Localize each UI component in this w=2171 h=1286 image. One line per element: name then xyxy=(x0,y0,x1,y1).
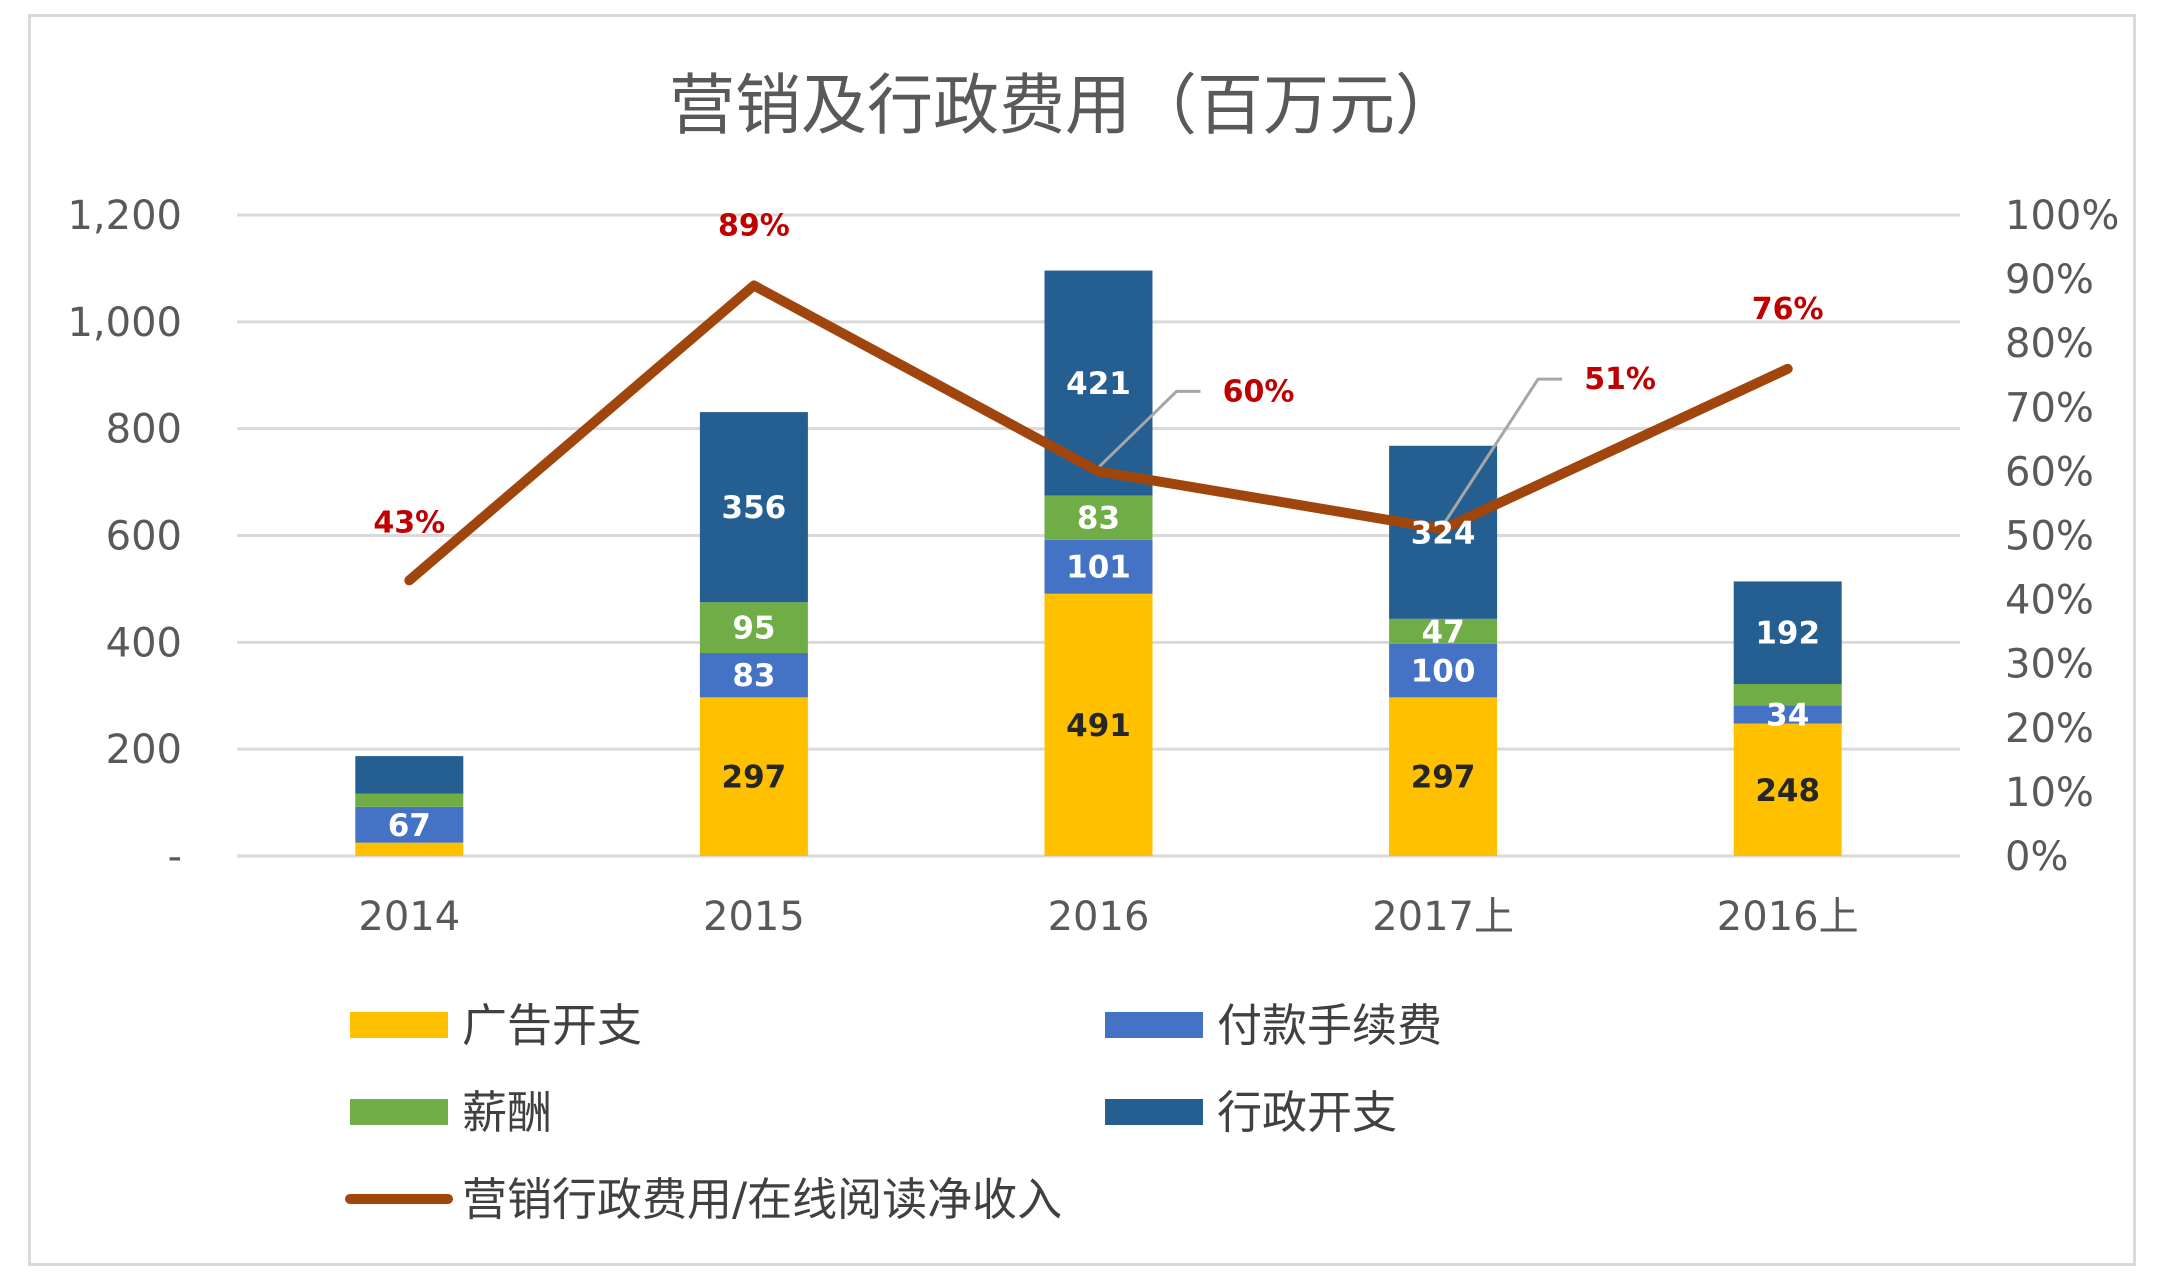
right-tick-label: 100% xyxy=(2005,193,2119,239)
legend-label: 行政开支 xyxy=(1217,1086,1397,1139)
legend-label: 薪酬 xyxy=(462,1086,552,1139)
right-tick-label: 80% xyxy=(2005,321,2094,367)
bar-series xyxy=(355,270,1842,856)
bar-value-label: 297 xyxy=(722,760,787,796)
legend-label: 广告开支 xyxy=(462,999,642,1052)
bar-segment xyxy=(355,842,464,856)
right-tick-label: 70% xyxy=(2005,385,2094,431)
left-tick-label: 800 xyxy=(106,407,182,453)
bar-value-label: 67 xyxy=(388,808,431,844)
bar-value-label: 95 xyxy=(732,611,775,647)
left-axis-ticks: - 200 400 600 800 1,000 1,200 xyxy=(67,193,182,880)
ratio-data-labels: 43% 89% 60% 51% 76% xyxy=(373,209,1823,541)
bar-segment xyxy=(1389,643,1498,698)
left-tick-label: 200 xyxy=(106,727,182,773)
leader-line xyxy=(1097,389,1201,469)
right-tick-label: 90% xyxy=(2005,257,2094,303)
leader-line xyxy=(1441,377,1563,526)
category-label: 2014 xyxy=(358,894,460,940)
bar-segment xyxy=(699,697,808,856)
category-label: 2016上 xyxy=(1717,894,1859,940)
left-tick-label: 1,200 xyxy=(67,193,182,239)
legend-swatch xyxy=(1105,1099,1203,1125)
bar-segment xyxy=(1733,723,1842,856)
bar-value-label: 100 xyxy=(1411,654,1476,690)
bar-value-label: 34 xyxy=(1766,697,1809,733)
bar-value-label: 297 xyxy=(1411,760,1476,796)
bar-data-labels: 67 297 83 95 356 491 101 83 421 297 100 47 324 248 34 1… xyxy=(388,366,1820,844)
bar-segment xyxy=(699,653,808,698)
right-tick-label: 40% xyxy=(2005,578,2094,624)
bar-value-label: 83 xyxy=(732,658,775,694)
category-label: 2015 xyxy=(703,894,805,940)
bar-value-label: 356 xyxy=(722,490,787,526)
ratio-value-label: 76% xyxy=(1752,292,1824,327)
bar-value-label: 421 xyxy=(1066,366,1131,402)
bar-segment xyxy=(1044,495,1153,540)
bar-segment xyxy=(1044,270,1153,496)
right-axis-ticks: 0% 10% 20% 30% 40% 50% 60% 70% 80% 90% 100% xyxy=(2005,193,2119,880)
bar-segment xyxy=(1733,581,1842,684)
ratio-value-label: 60% xyxy=(1223,374,1295,409)
bar-segment xyxy=(1389,697,1498,856)
ratio-value-label: 43% xyxy=(373,505,445,540)
legend-label: 营销行政费用/在线阅读净收入 xyxy=(462,1173,1062,1226)
left-tick-label: 600 xyxy=(106,514,182,560)
ratio-line xyxy=(404,280,1793,586)
bar-segment xyxy=(1733,705,1842,724)
bar-segment xyxy=(355,806,464,843)
chart-title: 营销及行政费用（百万元） xyxy=(669,67,1461,144)
left-tick-label: 1,000 xyxy=(67,300,182,346)
leader-lines xyxy=(1097,377,1563,526)
bar-value-label: 47 xyxy=(1422,614,1465,650)
right-tick-label: 10% xyxy=(2005,770,2094,816)
bar-value-label: 491 xyxy=(1066,708,1131,744)
ratio-value-label: 89% xyxy=(718,209,790,244)
ratio-line-series xyxy=(404,280,1793,586)
bar-segment xyxy=(699,602,808,654)
legend-swatch xyxy=(350,1099,448,1125)
legend-swatch xyxy=(350,1012,448,1038)
right-tick-label: 60% xyxy=(2005,449,2094,495)
bar-segment xyxy=(355,756,464,794)
right-tick-label: 0% xyxy=(2005,834,2068,880)
bar-value-label: 192 xyxy=(1755,616,1820,652)
right-tick-label: 30% xyxy=(2005,642,2094,688)
bar-segment xyxy=(699,412,808,603)
bar-segment xyxy=(1044,539,1153,594)
bar-segment xyxy=(1733,683,1842,706)
left-tick-label: - xyxy=(168,834,182,880)
bar-value-label: 248 xyxy=(1755,773,1820,809)
category-axis-labels: 2014 2015 2016 2017上 2016上 xyxy=(358,894,1858,940)
legend-label: 付款手续费 xyxy=(1217,999,1442,1052)
bar-segment xyxy=(1389,618,1498,644)
bar-value-label: 101 xyxy=(1066,550,1131,586)
category-label: 2016 xyxy=(1048,894,1150,940)
bar-segment xyxy=(355,793,464,807)
legend-swatch xyxy=(1105,1012,1203,1038)
bar-value-label: 83 xyxy=(1077,501,1120,537)
right-tick-label: 50% xyxy=(2005,514,2094,560)
left-tick-label: 400 xyxy=(106,620,182,666)
bar-segment xyxy=(1044,593,1153,856)
ratio-value-label: 51% xyxy=(1584,362,1656,397)
bar-value-label: 324 xyxy=(1411,515,1476,551)
category-label: 2017上 xyxy=(1372,894,1514,940)
right-tick-label: 20% xyxy=(2005,706,2094,752)
